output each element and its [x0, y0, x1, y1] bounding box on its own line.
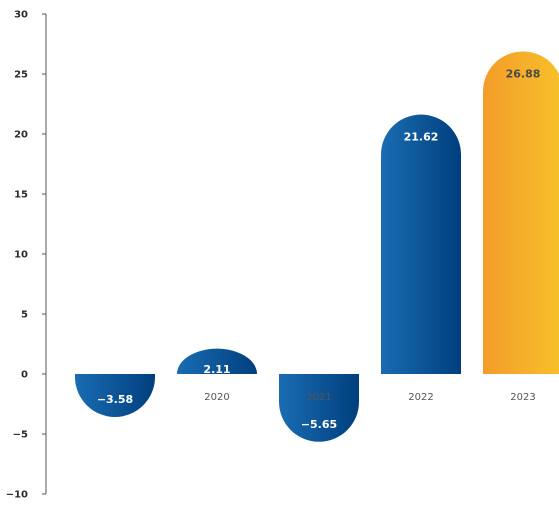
- y-tick-label: −5: [13, 430, 28, 441]
- category-label: 2020: [204, 392, 229, 403]
- y-tick-label: 20: [14, 130, 28, 141]
- y-tick-label: 10: [14, 250, 28, 261]
- y-tick-label: 30: [14, 10, 28, 21]
- bar-2019: [75, 374, 155, 417]
- bar-2021: [279, 374, 359, 442]
- value-label: 26.88: [506, 67, 541, 80]
- y-tick-label: 15: [14, 190, 28, 201]
- value-label: 21.62: [404, 131, 439, 144]
- value-label: −3.58: [97, 393, 133, 406]
- bar-2023: [483, 51, 559, 374]
- category-label: 2023: [510, 392, 535, 403]
- bar-2022: [381, 114, 461, 375]
- y-tick-label: 0: [21, 370, 28, 381]
- category-label: 2021: [306, 392, 331, 403]
- bar-2020: [177, 348, 257, 374]
- value-label: −5.65: [301, 418, 337, 431]
- y-tick-label: 25: [14, 70, 28, 81]
- category-label: 2022: [408, 392, 433, 403]
- y-tick-label: 5: [21, 310, 28, 321]
- y-tick-label: −10: [6, 490, 28, 501]
- value-label: 2.11: [203, 363, 230, 376]
